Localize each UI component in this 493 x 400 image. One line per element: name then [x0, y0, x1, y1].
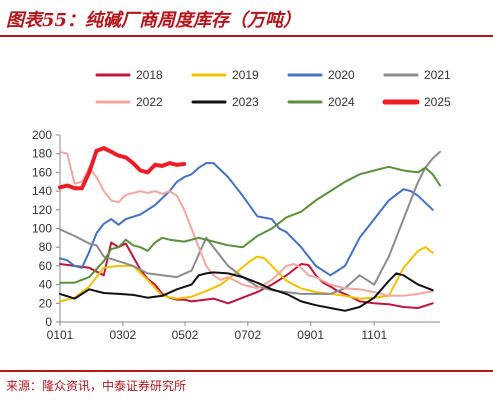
y-tick-label: 200	[32, 128, 52, 142]
series-line-2021	[59, 150, 441, 295]
legend-label-2022: 2022	[136, 95, 163, 109]
x-tick-label: 1101	[361, 328, 387, 342]
x-tick-label: 0901	[297, 328, 324, 342]
y-tick-label: 100	[32, 222, 52, 236]
y-tick-label: 60	[39, 259, 53, 273]
source-rule	[0, 370, 493, 372]
y-tick-label: 80	[39, 240, 53, 254]
y-tick-label: 140	[32, 184, 52, 198]
x-tick-label: 0302	[109, 328, 136, 342]
y-tick-label: 40	[39, 278, 53, 292]
y-tick-label: 120	[32, 203, 52, 217]
legend-label-2020: 2020	[328, 68, 355, 82]
legend-label-2019: 2019	[232, 68, 259, 82]
chart-title: 图表55：纯碱厂商周度库存（万吨）	[6, 10, 302, 31]
x-tick-label: 0502	[172, 328, 199, 342]
chart-series	[58, 146, 441, 312]
source-note: 来源：隆众资讯，中泰证券研究所	[6, 379, 187, 393]
y-tick-label: 0	[45, 315, 52, 329]
series-line-2022	[59, 150, 434, 297]
y-tick-label: 160	[32, 165, 52, 179]
legend-label-2024: 2024	[328, 95, 355, 109]
legend-label-2025: 2025	[424, 95, 451, 109]
x-tick-label: 0101	[47, 328, 74, 342]
chart-legend: 2018 2019 2020 2021 2022 2023 2024 2025	[95, 68, 451, 109]
x-tick-label: 0702	[234, 328, 261, 342]
legend-label-2018: 2018	[136, 68, 163, 82]
series-line-2023	[59, 271, 434, 312]
y-tick-label: 180	[32, 147, 52, 161]
series-line-2025	[58, 146, 187, 191]
series-line-2020	[59, 162, 434, 277]
legend-label-2021: 2021	[424, 68, 451, 82]
legend-label-2023: 2023	[232, 95, 259, 109]
chart-axes: 0 20 40 60 80 100 120 140 160 180 200 0101 0302 0502 0…	[32, 128, 440, 342]
series-line-2018	[59, 241, 434, 309]
title-rule	[0, 35, 493, 37]
y-tick-label: 20	[39, 296, 53, 310]
series-line-2024	[59, 165, 441, 284]
line-chart: 2018 2019 2020 2021 2022 2023 2024 2025 0 20 40 60…	[32, 68, 451, 342]
